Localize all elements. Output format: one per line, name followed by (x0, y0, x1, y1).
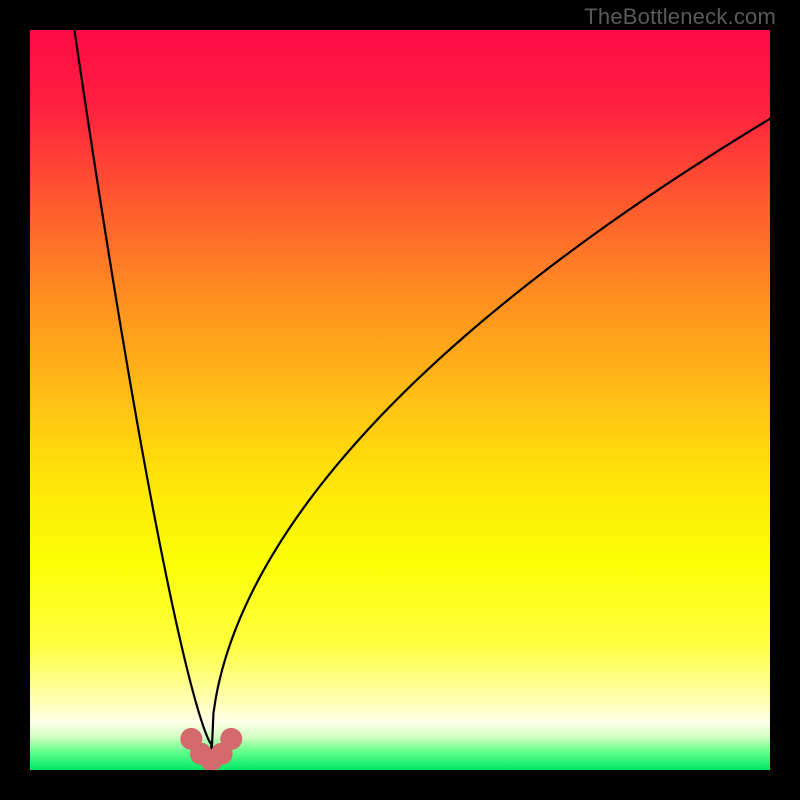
gradient-background (30, 30, 770, 770)
trough-marker-dot (220, 728, 242, 750)
chart-svg (30, 30, 770, 770)
watermark-text: TheBottleneck.com (584, 4, 776, 30)
plot-area (30, 30, 770, 770)
